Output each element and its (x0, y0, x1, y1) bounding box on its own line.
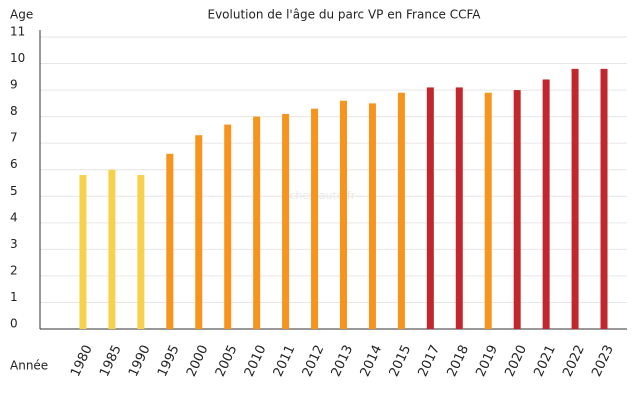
bar (600, 68, 608, 329)
bar (253, 116, 261, 330)
x-tick-label: 2017 (416, 343, 444, 379)
y-tick-label: 0 (10, 317, 18, 331)
x-tick-label: 1990 (126, 343, 154, 379)
bar (282, 113, 290, 330)
x-tick-label: 2020 (502, 343, 530, 379)
watermark: Fiches-auto.fr (281, 189, 356, 202)
bar (311, 108, 319, 329)
x-tick-label: 1980 (68, 343, 96, 379)
y-tick-label: 2 (10, 263, 18, 277)
bar (397, 92, 405, 329)
y-tick-label: 7 (10, 131, 18, 145)
x-tick-label: 2015 (387, 343, 415, 379)
x-tick-label: 2000 (184, 343, 212, 379)
bar (79, 175, 87, 329)
y-tick-label: 9 (10, 78, 18, 92)
x-tick-label: 2023 (589, 343, 617, 379)
x-tick-label: 1985 (97, 343, 125, 379)
bar (571, 68, 579, 329)
bar (137, 175, 145, 329)
bar (195, 135, 203, 329)
bar (166, 153, 174, 329)
bar (426, 87, 434, 329)
bar (368, 103, 376, 329)
bar (340, 100, 347, 329)
bar (513, 90, 521, 329)
bar (542, 79, 550, 330)
x-tick-label: 2011 (271, 343, 299, 379)
x-tick-label: 2013 (329, 343, 357, 379)
bar (455, 87, 463, 329)
chart-title: Evolution de l'âge du parc VP en France … (207, 8, 481, 22)
x-tick-label: 2022 (560, 343, 588, 379)
bar (484, 92, 492, 329)
x-tick-label: 2021 (531, 343, 559, 379)
x-axis-label: Année (10, 359, 48, 373)
y-tick-label: 10 (10, 51, 25, 65)
y-tick-label: 11 (10, 25, 25, 39)
x-tick-label: 2019 (473, 343, 501, 379)
y-axis-label: Age (10, 8, 33, 22)
y-tick-label: 3 (10, 237, 18, 251)
bar (108, 169, 116, 329)
y-tick-label: 5 (10, 184, 18, 198)
bar (224, 124, 232, 329)
y-tick-label: 8 (10, 104, 18, 118)
x-tick-label: 2010 (242, 343, 270, 379)
y-tick-label: 6 (10, 157, 18, 171)
x-tick-label: 1995 (155, 343, 183, 379)
y-tick-label: 4 (10, 210, 18, 224)
x-tick-label: 2014 (358, 343, 386, 379)
x-tick-label: 2018 (445, 343, 473, 379)
y-tick-label: 1 (10, 290, 18, 304)
x-tick-label: 2012 (300, 343, 328, 379)
x-tick-label: 2005 (213, 343, 241, 379)
